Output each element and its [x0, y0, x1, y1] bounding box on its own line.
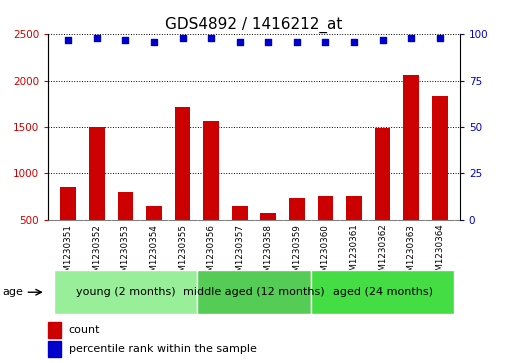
Bar — [117, 192, 133, 266]
Text: GSM1230354: GSM1230354 — [149, 224, 158, 282]
Bar — [146, 206, 162, 266]
Text: GSM1230362: GSM1230362 — [378, 224, 387, 282]
Text: GSM1230351: GSM1230351 — [64, 224, 73, 282]
Point — [121, 37, 130, 43]
Point — [436, 35, 444, 41]
Text: middle aged (12 months): middle aged (12 months) — [183, 287, 325, 297]
Text: GSM1230360: GSM1230360 — [321, 224, 330, 282]
Text: GSM1230358: GSM1230358 — [264, 224, 273, 283]
Point — [407, 35, 415, 41]
Text: GSM1230357: GSM1230357 — [235, 224, 244, 283]
Text: count: count — [69, 325, 101, 335]
Point — [207, 35, 215, 41]
Text: aged (24 months): aged (24 months) — [333, 287, 433, 297]
Text: percentile rank within the sample: percentile rank within the sample — [69, 344, 257, 354]
Point — [378, 37, 387, 43]
Point — [293, 39, 301, 45]
Point — [178, 35, 186, 41]
Bar — [432, 95, 448, 266]
Text: age: age — [3, 287, 23, 297]
Bar — [289, 198, 305, 266]
Bar — [48, 322, 60, 338]
Text: young (2 months): young (2 months) — [76, 287, 175, 297]
Bar — [261, 213, 276, 266]
Text: GSM1230356: GSM1230356 — [207, 224, 215, 282]
Bar — [375, 128, 391, 266]
Bar — [89, 127, 105, 266]
Text: GSM1230363: GSM1230363 — [407, 224, 416, 282]
Bar — [203, 122, 219, 266]
Point — [264, 39, 272, 45]
Bar — [232, 206, 247, 266]
Bar — [318, 196, 333, 266]
Text: GSM1230353: GSM1230353 — [121, 224, 130, 283]
Point — [350, 39, 358, 45]
Text: GSM1230359: GSM1230359 — [293, 224, 301, 282]
Point — [236, 39, 244, 45]
Bar — [311, 270, 454, 314]
Bar — [54, 270, 197, 314]
Point — [150, 39, 158, 45]
Point — [64, 37, 72, 43]
Bar — [48, 342, 60, 357]
Title: GDS4892 / 1416212_at: GDS4892 / 1416212_at — [165, 17, 343, 33]
Bar — [197, 270, 311, 314]
Text: GSM1230361: GSM1230361 — [350, 224, 359, 282]
Text: GSM1230364: GSM1230364 — [435, 224, 444, 282]
Bar — [60, 187, 76, 266]
Text: GSM1230355: GSM1230355 — [178, 224, 187, 283]
Bar — [175, 107, 190, 266]
Bar — [403, 75, 419, 266]
Text: GSM1230352: GSM1230352 — [92, 224, 101, 282]
Point — [322, 39, 330, 45]
Bar — [346, 196, 362, 266]
Point — [93, 35, 101, 41]
